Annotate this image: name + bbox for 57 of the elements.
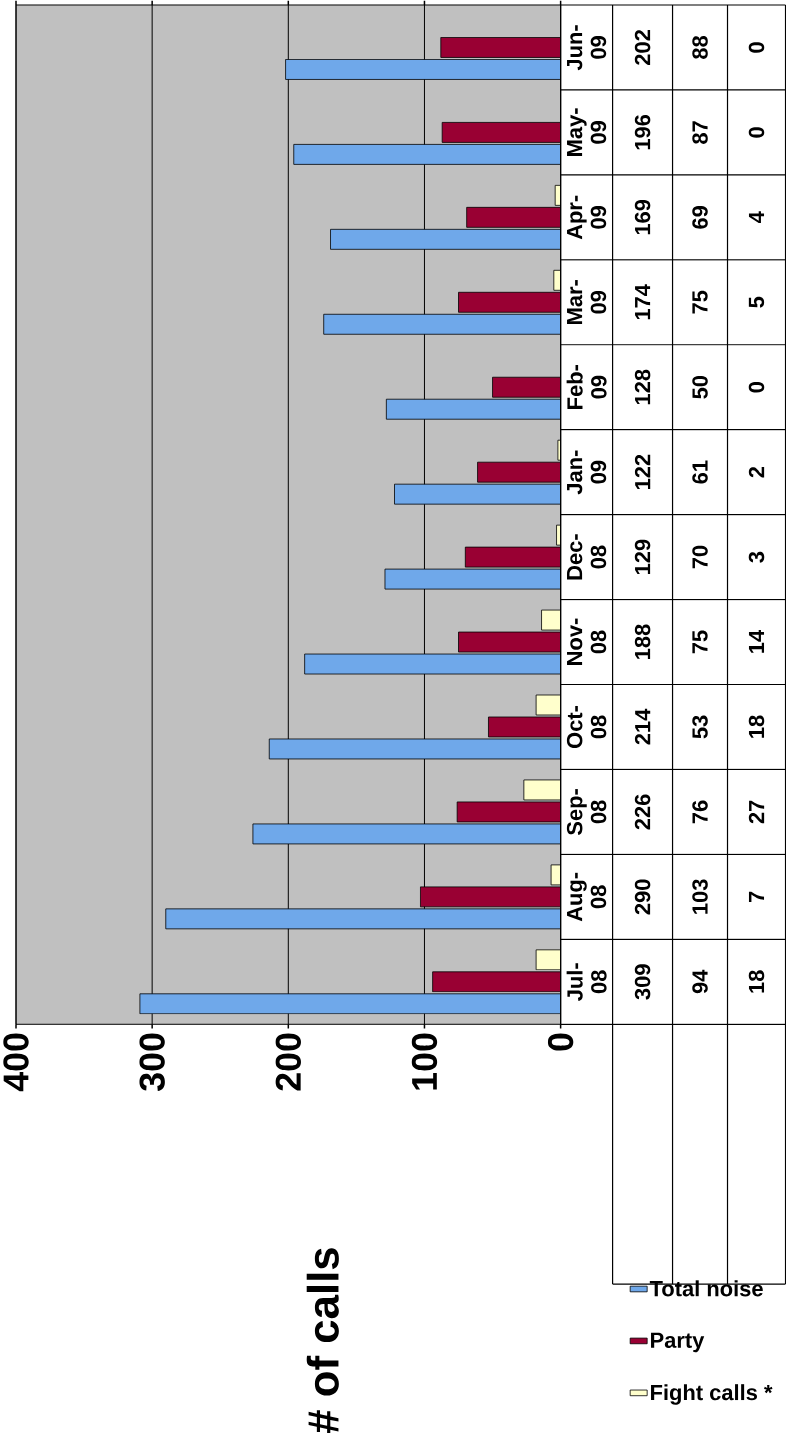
data-label: 61 bbox=[692, 460, 708, 484]
data-label: 226 bbox=[634, 794, 651, 830]
y-tick-label: Mar-09 bbox=[566, 280, 607, 324]
data-label: 122 bbox=[634, 454, 651, 490]
y-tick-label: May-09 bbox=[566, 108, 607, 156]
legend-label: Fight calls * bbox=[651, 1384, 773, 1405]
data-label: 290 bbox=[634, 879, 651, 915]
data-label: 214 bbox=[634, 708, 651, 745]
y-tick-label: Jul-08 bbox=[566, 963, 607, 1001]
data-label: 103 bbox=[692, 879, 708, 914]
data-label: 0 bbox=[748, 127, 765, 138]
data-label: 0 bbox=[748, 42, 765, 53]
x-tick-label: 0 bbox=[547, 1033, 574, 1051]
data-label: 87 bbox=[692, 121, 708, 144]
data-label: 53 bbox=[692, 715, 708, 739]
data-label: 309 bbox=[634, 964, 651, 1000]
y-axis-title: # of calls bbox=[306, 1248, 339, 1434]
data-label: 128 bbox=[634, 369, 651, 405]
data-label: 70 bbox=[692, 545, 708, 569]
data-label: 7 bbox=[748, 891, 764, 903]
y-tick-label: Jun-09 bbox=[566, 25, 607, 71]
data-label: 188 bbox=[634, 624, 651, 659]
y-tick-label: Nov-08 bbox=[566, 618, 607, 665]
data-label: 76 bbox=[692, 800, 708, 824]
data-label: 2 bbox=[748, 466, 765, 478]
data-label: 94 bbox=[692, 969, 708, 994]
data-label: 18 bbox=[748, 970, 765, 993]
y-tick-label: Dec-08 bbox=[566, 534, 607, 580]
data-label: 174 bbox=[635, 284, 651, 320]
legend-label: Total noise bbox=[649, 1280, 763, 1297]
y-tick-label: Sep-08 bbox=[566, 789, 607, 836]
data-label: 50 bbox=[692, 375, 708, 399]
y-tick-label: Oct-08 bbox=[566, 705, 607, 748]
y-tick-label: Apr-09 bbox=[566, 195, 607, 240]
data-label: 202 bbox=[634, 30, 651, 65]
data-label: 3 bbox=[748, 551, 765, 563]
x-tick-label: 400 bbox=[3, 1033, 29, 1092]
data-label: 27 bbox=[748, 800, 765, 824]
y-tick-label: Jan-09 bbox=[566, 450, 607, 495]
data-label: 169 bbox=[634, 199, 651, 235]
x-tick-label: 100 bbox=[411, 1033, 438, 1090]
y-tick-label: Aug-08 bbox=[566, 872, 607, 922]
data-label: 4 bbox=[748, 211, 764, 224]
data-label: 75 bbox=[692, 290, 708, 314]
data-label: 5 bbox=[748, 296, 765, 308]
data-label: 88 bbox=[692, 35, 708, 59]
data-label: 14 bbox=[748, 629, 764, 653]
data-label: 0 bbox=[748, 382, 765, 393]
data-label: 69 bbox=[692, 205, 708, 229]
y-tick-label: Feb-09 bbox=[566, 364, 607, 409]
data-label: 129 bbox=[634, 539, 651, 575]
data-label: 75 bbox=[692, 630, 708, 654]
x-tick-label: 200 bbox=[275, 1033, 301, 1091]
data-label: 18 bbox=[748, 715, 765, 738]
data-label: 196 bbox=[634, 114, 651, 150]
x-tick-label: 300 bbox=[139, 1033, 165, 1092]
legend-label: Party bbox=[651, 1332, 705, 1353]
